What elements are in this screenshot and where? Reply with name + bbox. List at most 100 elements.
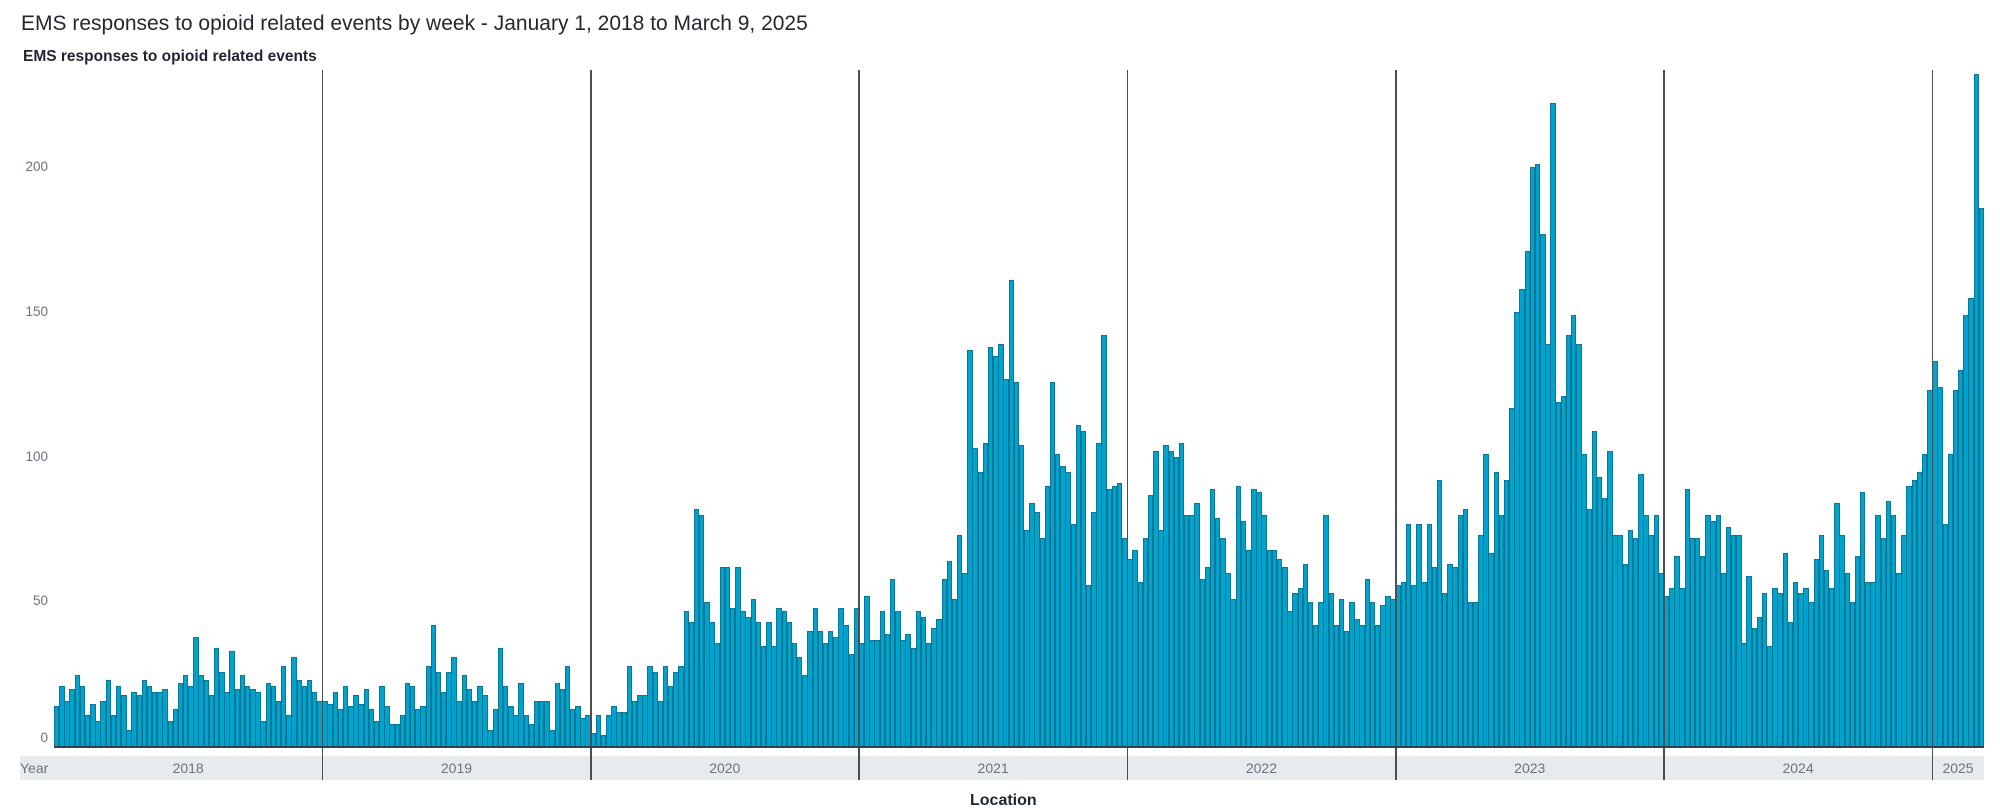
bar-week[interactable] bbox=[1638, 474, 1644, 747]
bar-week[interactable] bbox=[332, 691, 339, 747]
bar-week[interactable] bbox=[1885, 500, 1892, 747]
bar-week[interactable] bbox=[1844, 573, 1850, 747]
bar-week[interactable] bbox=[802, 674, 808, 747]
bar-week[interactable] bbox=[482, 694, 488, 747]
bar-week[interactable] bbox=[1003, 378, 1009, 747]
bar-week[interactable] bbox=[1297, 587, 1303, 747]
bar-week[interactable] bbox=[544, 700, 550, 747]
bar-week[interactable] bbox=[1581, 454, 1587, 747]
bar-week[interactable] bbox=[471, 700, 478, 747]
bar-week[interactable] bbox=[54, 706, 60, 747]
bar-week[interactable] bbox=[1736, 535, 1742, 747]
bar-week[interactable] bbox=[1911, 480, 1918, 747]
bar-week[interactable] bbox=[533, 700, 540, 747]
bar-week[interactable] bbox=[678, 665, 684, 747]
bar-week[interactable] bbox=[693, 509, 700, 747]
bar-week[interactable] bbox=[255, 691, 261, 747]
bar-week[interactable] bbox=[1705, 515, 1711, 747]
bar-week[interactable] bbox=[719, 567, 726, 747]
bar-week[interactable] bbox=[1374, 625, 1381, 747]
bar-week[interactable] bbox=[213, 648, 220, 747]
bar-week[interactable] bbox=[1958, 370, 1964, 747]
bar-week[interactable] bbox=[513, 715, 519, 747]
bar-week[interactable] bbox=[1364, 578, 1371, 747]
bar-week[interactable] bbox=[1741, 642, 1747, 747]
bar-week[interactable] bbox=[523, 715, 529, 747]
bar-week[interactable] bbox=[791, 642, 798, 747]
bar-week[interactable] bbox=[281, 665, 287, 747]
bar-week[interactable] bbox=[1880, 538, 1887, 747]
bar-week[interactable] bbox=[1240, 520, 1247, 747]
bar-week[interactable] bbox=[750, 599, 757, 747]
bar-week[interactable] bbox=[967, 349, 973, 747]
bar-week[interactable] bbox=[1137, 581, 1144, 747]
bar-week[interactable] bbox=[415, 709, 421, 747]
bar-week[interactable] bbox=[1782, 552, 1789, 747]
bar-week[interactable] bbox=[358, 703, 364, 747]
bar-week[interactable] bbox=[1906, 486, 1912, 747]
bar-week[interactable] bbox=[1318, 602, 1324, 747]
bar-week[interactable] bbox=[1029, 503, 1035, 747]
bar-week[interactable] bbox=[1333, 625, 1340, 747]
bar-week[interactable] bbox=[1184, 515, 1190, 747]
bar-week[interactable] bbox=[1106, 488, 1113, 747]
bar-week[interactable] bbox=[368, 709, 375, 747]
bar-week[interactable] bbox=[662, 665, 669, 747]
bar-week[interactable] bbox=[920, 616, 927, 747]
bar-week[interactable] bbox=[219, 671, 225, 747]
bar-week[interactable] bbox=[1761, 593, 1768, 747]
bar-week[interactable] bbox=[1199, 578, 1205, 747]
bar-week[interactable] bbox=[1813, 558, 1819, 747]
bar-week[interactable] bbox=[451, 657, 457, 747]
bar-week[interactable] bbox=[1431, 567, 1438, 747]
bar-week[interactable] bbox=[1380, 604, 1386, 747]
bar-week[interactable] bbox=[379, 686, 385, 747]
bar-week[interactable] bbox=[1834, 503, 1840, 747]
bar-week[interactable] bbox=[1973, 74, 1979, 747]
bar-week[interactable] bbox=[1018, 445, 1025, 747]
bar-week[interactable] bbox=[1488, 552, 1494, 747]
bar-week[interactable] bbox=[508, 706, 514, 747]
bar-week[interactable] bbox=[1787, 622, 1794, 747]
bar-week[interactable] bbox=[1829, 587, 1835, 747]
bar-week[interactable] bbox=[957, 535, 963, 747]
bar-week[interactable] bbox=[1952, 390, 1959, 747]
bar-week[interactable] bbox=[1777, 593, 1783, 747]
bar-week[interactable] bbox=[931, 628, 937, 747]
bar-week[interactable] bbox=[1091, 512, 1097, 747]
bar-week[interactable] bbox=[647, 665, 653, 747]
bar-week[interactable] bbox=[497, 648, 504, 747]
bar-week[interactable] bbox=[1013, 381, 1020, 747]
bar-week[interactable] bbox=[1276, 558, 1283, 747]
bar-week[interactable] bbox=[595, 715, 602, 747]
bar-week[interactable] bbox=[1338, 599, 1345, 747]
bar-week[interactable] bbox=[606, 715, 612, 747]
bar-week[interactable] bbox=[1963, 314, 1969, 747]
bar-week[interactable] bbox=[1266, 549, 1273, 747]
bar-week[interactable] bbox=[1055, 454, 1061, 747]
bar-week[interactable] bbox=[1968, 297, 1974, 747]
bar-week[interactable] bbox=[962, 573, 968, 747]
bar-week[interactable] bbox=[1602, 497, 1608, 747]
bar-week[interactable] bbox=[1173, 457, 1180, 747]
bar-week[interactable] bbox=[141, 680, 148, 747]
bar-week[interactable] bbox=[905, 633, 911, 747]
bar-week[interactable] bbox=[1622, 564, 1629, 747]
bar-week[interactable] bbox=[987, 346, 994, 747]
bar-week[interactable] bbox=[1509, 407, 1515, 747]
bar-week[interactable] bbox=[1710, 520, 1716, 747]
bar-week[interactable] bbox=[637, 694, 643, 747]
bar-week[interactable] bbox=[342, 686, 349, 747]
bar-week[interactable] bbox=[1421, 581, 1427, 747]
bar-week[interactable] bbox=[1473, 602, 1479, 747]
bar-week[interactable] bbox=[1612, 535, 1618, 747]
bar-week[interactable] bbox=[1163, 445, 1169, 747]
bar-week[interactable] bbox=[162, 689, 168, 747]
bar-week[interactable] bbox=[296, 680, 302, 747]
bar-week[interactable] bbox=[642, 694, 648, 747]
bar-week[interactable] bbox=[1065, 471, 1071, 747]
bar-week[interactable] bbox=[146, 686, 153, 747]
bar-week[interactable] bbox=[1008, 280, 1015, 747]
bar-week[interactable] bbox=[420, 706, 426, 747]
bar-week[interactable] bbox=[822, 642, 829, 747]
